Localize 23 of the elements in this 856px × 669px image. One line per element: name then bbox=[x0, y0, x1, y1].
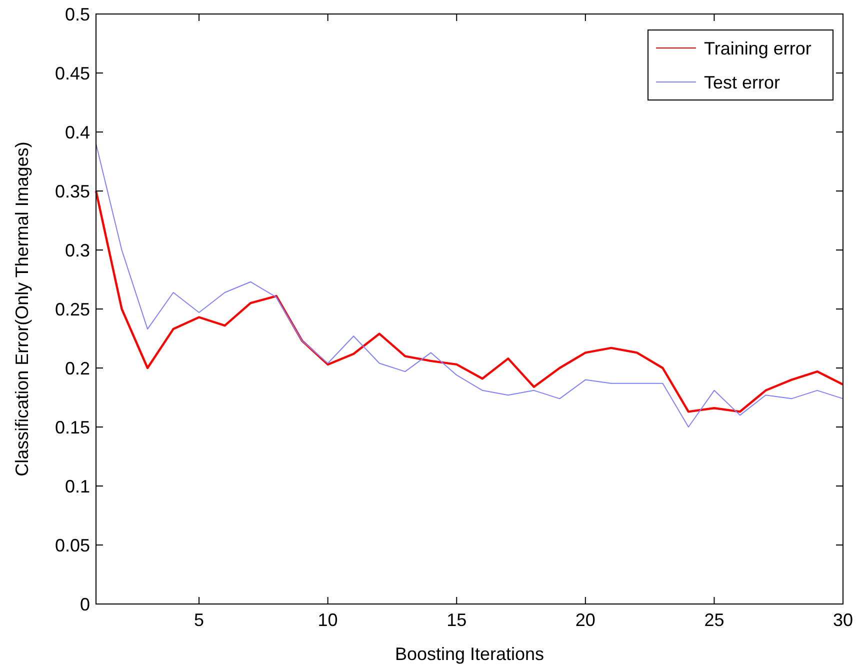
legend-label: Training error bbox=[704, 38, 812, 58]
y-tick-label: 0.35 bbox=[54, 181, 90, 202]
line-series bbox=[94, 190, 844, 413]
line-series bbox=[96, 143, 844, 428]
x-tick-label: 5 bbox=[194, 610, 204, 630]
y-tick-label: 0.5 bbox=[64, 4, 90, 24]
y-tick-label: 0.2 bbox=[64, 358, 90, 378]
y-axis-title: Classification Error(Only Thermal Images) bbox=[12, 142, 32, 476]
y-tick-label: 0.25 bbox=[54, 299, 90, 320]
y-tick-label: 0.3 bbox=[64, 240, 90, 260]
y-tick-label: 0.05 bbox=[54, 535, 90, 556]
x-tick-label: 20 bbox=[575, 610, 596, 630]
y-tick-label: 0.1 bbox=[64, 476, 90, 496]
x-tick-label: 25 bbox=[704, 610, 724, 630]
x-axis-title: Boosting Iterations bbox=[394, 644, 544, 664]
y-tick-label: 0.4 bbox=[64, 122, 90, 142]
y-tick-label: 0.45 bbox=[54, 63, 90, 84]
x-tick-label: 30 bbox=[832, 610, 854, 630]
y-tick-label: 0.15 bbox=[54, 417, 90, 438]
legend-label: Test error bbox=[704, 72, 780, 92]
x-tick-label: 15 bbox=[446, 610, 467, 630]
x-tick-label: 10 bbox=[318, 610, 338, 630]
y-tick-label: 0 bbox=[80, 594, 90, 614]
